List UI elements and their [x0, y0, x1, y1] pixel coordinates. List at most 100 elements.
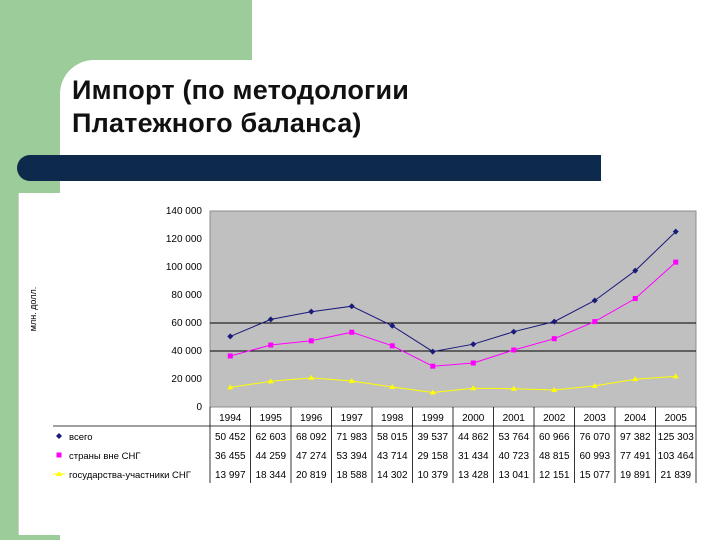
- data-point-diamond: [470, 341, 477, 348]
- x-category-label: 2004: [624, 413, 647, 424]
- data-point-triangle: [591, 382, 598, 388]
- data-point-square: [632, 296, 638, 302]
- table-cell-value: 62 603: [255, 432, 286, 443]
- legend-series-name: страны вне СНГ: [69, 451, 140, 462]
- table-cell-value: 53 394: [336, 451, 367, 462]
- data-point-triangle: [308, 374, 315, 380]
- x-category-label: 1996: [300, 413, 323, 424]
- table-cell-value: 40 723: [498, 451, 529, 462]
- y-tick-label: 0: [196, 402, 202, 413]
- table-cell-value: 71 983: [336, 432, 367, 443]
- data-point-triangle: [672, 373, 679, 379]
- slide-title-line1: Импорт (по методологии: [72, 75, 410, 105]
- data-point-triangle: [389, 383, 396, 389]
- y-tick-label: 60 000: [171, 318, 202, 329]
- import-chart: 0 20 000 40 000 60 000 80 000 100 000 120 000 1…: [28, 206, 697, 483]
- data-point-triangle: [470, 385, 477, 391]
- table-cell-value: 103 464: [658, 451, 695, 462]
- series-line-0: [230, 231, 677, 353]
- table-cell-value: 20 819: [296, 470, 327, 481]
- table-cell-value: 125 303: [658, 432, 695, 443]
- x-category-label: 2002: [543, 413, 566, 424]
- plot-area: [209, 210, 697, 408]
- data-point-diamond: [227, 333, 234, 340]
- table-cell-value: 48 815: [539, 451, 570, 462]
- table-cell-value: 60 993: [579, 451, 610, 462]
- chart-frame: 0 20 000 40 000 60 000 80 000 100 000 120 000 1…: [18, 193, 719, 535]
- legend-marker-triangle-icon: [56, 471, 62, 476]
- data-point-square: [673, 259, 679, 265]
- data-point-triangle: [632, 376, 639, 382]
- legend-marker-square-icon: [56, 452, 62, 458]
- data-point-diamond: [510, 328, 517, 335]
- data-point-diamond: [308, 308, 315, 315]
- data-point-diamond: [429, 348, 436, 355]
- x-category-label: 1995: [260, 413, 283, 424]
- legend-series-name: государства-участники СНГ: [69, 470, 191, 481]
- slide-title: Импорт (по методологии Платежного баланс…: [72, 74, 409, 140]
- table-cell-value: 60 966: [539, 432, 570, 443]
- table-cell-value: 97 382: [620, 432, 651, 443]
- table-cell-value: 18 588: [336, 470, 367, 481]
- data-point-diamond: [389, 322, 396, 329]
- table-cell-value: 77 491: [620, 451, 651, 462]
- table-cell-value: 15 077: [579, 470, 610, 481]
- data-point-square: [308, 338, 314, 344]
- table-cell-value: 44 259: [255, 451, 286, 462]
- table-cell-value: 29 158: [417, 451, 448, 462]
- table-cell-value: 44 862: [458, 432, 489, 443]
- data-point-triangle: [348, 377, 355, 383]
- data-point-square: [511, 347, 517, 353]
- data-point-triangle: [227, 384, 234, 390]
- data-point-square: [389, 343, 395, 349]
- data-point-triangle: [510, 385, 517, 391]
- y-tick-label: 120 000: [166, 234, 203, 245]
- x-category-label: 2005: [665, 413, 688, 424]
- table-cell-value: 68 092: [296, 432, 327, 443]
- data-point-square: [551, 336, 557, 342]
- table-cell-value: 31 434: [458, 451, 489, 462]
- x-category-label: 2000: [462, 413, 485, 424]
- y-tick-label: 20 000: [171, 374, 202, 385]
- data-point-triangle: [267, 378, 274, 384]
- table-cell-value: 53 764: [498, 432, 529, 443]
- table-cell-value: 13 041: [498, 470, 529, 481]
- data-point-square: [268, 342, 274, 348]
- table-cell-value: 76 070: [579, 432, 610, 443]
- table-cell-value: 13 428: [458, 470, 489, 481]
- y-tick-label: 140 000: [166, 206, 203, 217]
- legend-series-name: всего: [69, 432, 93, 443]
- table-cell-value: 19 891: [620, 470, 651, 481]
- table-cell-value: 47 274: [296, 451, 327, 462]
- table-cell-value: 10 379: [417, 470, 448, 481]
- table-cell-value: 43 714: [377, 451, 408, 462]
- data-point-triangle: [429, 389, 436, 395]
- table-cell-value: 14 302: [377, 470, 408, 481]
- data-point-square: [227, 353, 233, 359]
- x-category-label: 1997: [341, 413, 364, 424]
- data-point-square: [470, 360, 476, 366]
- table-cell-value: 50 452: [215, 432, 246, 443]
- data-point-square: [430, 363, 436, 369]
- legend-marker-diamond-icon: [56, 433, 62, 439]
- data-point-diamond: [672, 228, 679, 235]
- data-point-triangle: [551, 386, 558, 392]
- decor-navy-bar: [17, 155, 601, 181]
- data-point-diamond: [348, 303, 355, 310]
- y-tick-label: 40 000: [171, 346, 202, 357]
- y-tick-label: 80 000: [171, 290, 202, 301]
- x-category-label: 1998: [381, 413, 404, 424]
- table-cell-value: 58 015: [377, 432, 408, 443]
- data-point-square: [592, 319, 598, 325]
- table-cell-value: 18 344: [255, 470, 286, 481]
- y-tick-label: 100 000: [166, 262, 203, 273]
- slide-title-line2: Платежного баланса): [72, 108, 362, 138]
- table-cell-value: 12 151: [539, 470, 570, 481]
- table-cell-value: 36 455: [215, 451, 246, 462]
- table-cell-value: 21 839: [660, 470, 691, 481]
- data-point-diamond: [267, 316, 274, 323]
- x-category-label: 2001: [503, 413, 526, 424]
- x-category-label: 2003: [584, 413, 607, 424]
- data-point-diamond: [591, 297, 598, 304]
- series-line-1: [230, 261, 677, 367]
